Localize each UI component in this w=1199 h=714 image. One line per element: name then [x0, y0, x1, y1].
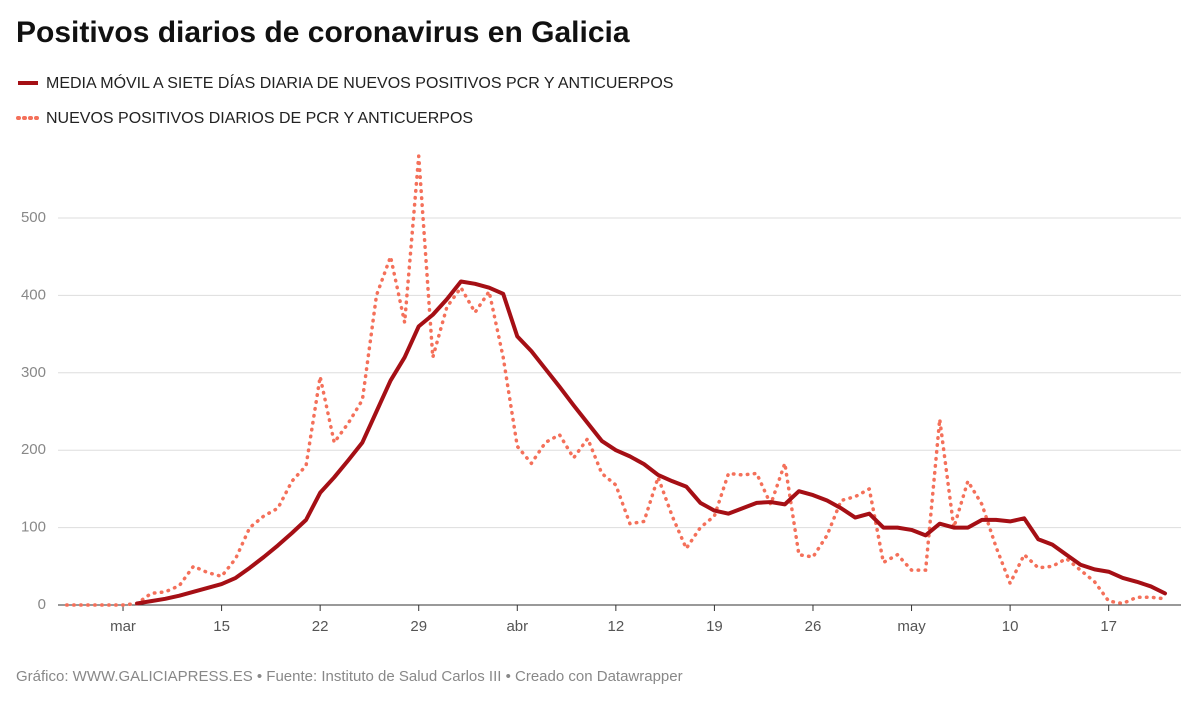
x-tick-label: 15 — [213, 618, 230, 635]
y-tick-label: 200 — [21, 441, 46, 458]
x-tick-label: 10 — [1002, 618, 1019, 635]
y-tick-label: 100 — [21, 519, 46, 536]
y-tick-label: 500 — [21, 209, 46, 226]
legend-label: NUEVOS POSITIVOS DIARIOS DE PCR Y ANTICU… — [46, 110, 473, 127]
source: Gráfico: WWW.GALICIAPRESS.ES • Fuente: I… — [16, 668, 683, 685]
x-tick-label: 19 — [706, 618, 723, 635]
legend-label: MEDIA MÓVIL A SIETE DÍAS DIARIA DE NUEVO… — [46, 73, 673, 92]
x-tick-label: 26 — [805, 618, 822, 635]
y-tick-label: 300 — [21, 364, 46, 381]
x-tick-label: 22 — [312, 618, 329, 635]
x-tick-label: 12 — [608, 618, 625, 635]
series-line — [135, 279, 1167, 606]
x-tick-label: mar — [110, 618, 136, 635]
x-tick-label: abr — [506, 618, 528, 635]
chart-title: Positivos diarios de coronavirus en Gali… — [16, 16, 630, 49]
y-tick-label: 400 — [21, 286, 46, 303]
x-tick-label: 29 — [410, 618, 427, 635]
x-tick-label: may — [897, 618, 926, 635]
y-tick-label: 0 — [38, 596, 46, 613]
x-tick-label: 17 — [1100, 618, 1117, 635]
series-line — [64, 154, 1167, 607]
